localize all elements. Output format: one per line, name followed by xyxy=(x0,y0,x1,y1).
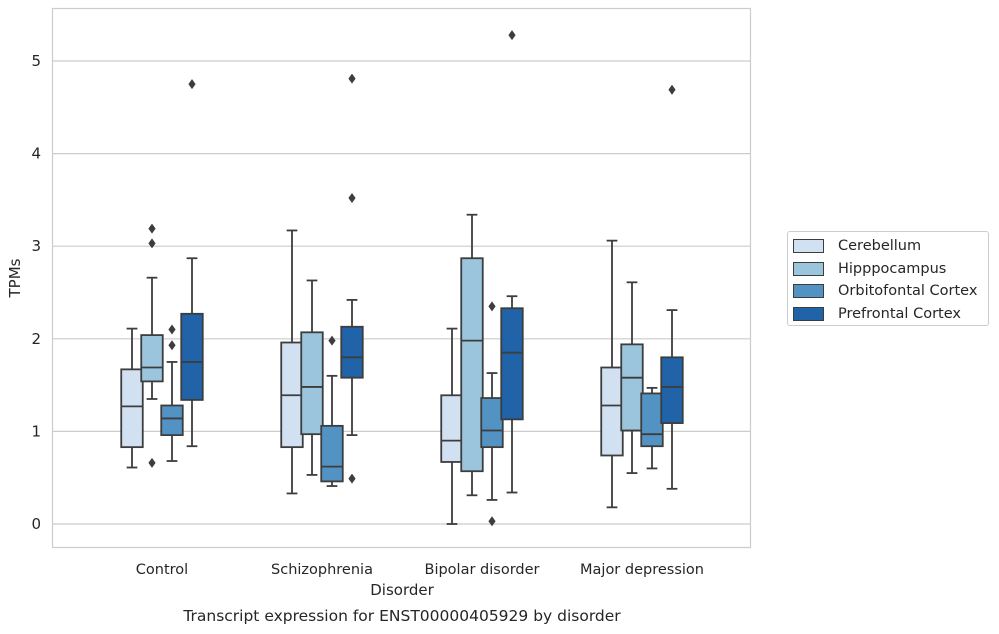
box-cerebellum xyxy=(280,229,304,495)
iqr-box xyxy=(480,397,504,449)
box-hipppocampus xyxy=(460,213,484,497)
box-prefrontal-cortex xyxy=(180,79,204,448)
outlier-point xyxy=(348,193,356,204)
legend-item-orbitofrontal-cortex: Orbitofontal Cortex xyxy=(793,280,988,303)
y-axis-label: TPMs xyxy=(6,258,24,298)
box-prefrontal-cortex xyxy=(340,73,364,484)
iqr-box xyxy=(660,356,684,424)
legend-swatch xyxy=(793,306,824,321)
legend-item-prefrontal-cortex: Prefrontal Cortex xyxy=(793,303,988,326)
outlier-point xyxy=(148,238,156,249)
iqr-box xyxy=(160,404,184,437)
x-tick-label: Control xyxy=(136,562,188,578)
iqr-box xyxy=(180,312,204,401)
y-tick-label: 0 xyxy=(31,515,41,533)
iqr-box xyxy=(140,334,164,383)
y-tick-label: 5 xyxy=(31,52,41,70)
iqr-box xyxy=(320,424,344,483)
box-hipppocampus xyxy=(300,279,324,476)
plot-area-frame xyxy=(51,7,752,549)
box-orbitofontal-cortex xyxy=(480,301,504,527)
iqr-box xyxy=(120,368,144,449)
y-tick-label: 3 xyxy=(31,237,41,255)
iqr-box xyxy=(460,257,484,473)
legend-label: Cerebellum xyxy=(838,238,922,254)
outlier-point xyxy=(328,335,336,346)
x-tick-labels: Control Schizophrenia Bipolar disorder Majo… xyxy=(136,562,704,578)
outlier-point xyxy=(148,223,156,234)
legend-swatch xyxy=(793,261,824,276)
iqr-box xyxy=(620,343,644,432)
y-tick-label: 4 xyxy=(31,145,41,163)
box-prefrontal-cortex xyxy=(500,30,524,494)
legend-item-hippocampus: Hipppocampus xyxy=(793,258,988,281)
box-hipppocampus xyxy=(620,281,644,474)
outlier-point xyxy=(188,79,196,90)
y-tick-label: 1 xyxy=(31,422,41,440)
legend-item-cerebellum: Cerebellum xyxy=(793,235,988,258)
iqr-box xyxy=(340,325,364,379)
iqr-box xyxy=(600,366,624,457)
iqr-box xyxy=(500,307,524,421)
box-prefrontal-cortex xyxy=(660,84,684,490)
legend-swatch xyxy=(793,239,824,254)
outlier-point xyxy=(668,84,676,95)
box-cerebellum xyxy=(600,239,624,509)
box-cerebellum xyxy=(440,327,464,525)
y-tick-labels: 0 1 2 3 4 5 xyxy=(31,52,41,533)
x-tick-label: Schizophrenia xyxy=(271,562,373,578)
legend-label: Prefrontal Cortex xyxy=(838,305,961,322)
outlier-point xyxy=(488,301,496,312)
box-orbitofontal-cortex xyxy=(160,324,184,462)
box-hipppocampus xyxy=(140,223,164,468)
outlier-point xyxy=(508,30,516,41)
gridlines xyxy=(52,60,751,525)
iqr-box xyxy=(640,392,664,448)
iqr-box xyxy=(300,331,324,436)
y-tick-label: 2 xyxy=(31,330,41,348)
legend: Cerebellum Hipppocampus Orbitofontal Cor… xyxy=(787,231,989,326)
outlier-point xyxy=(348,473,356,484)
x-axis-label: Disorder xyxy=(370,581,434,599)
legend-swatch xyxy=(793,284,824,299)
box-series-layer xyxy=(120,30,684,527)
box-cerebellum xyxy=(120,327,144,469)
legend-label: Orbitofontal Cortex xyxy=(838,283,978,299)
x-tick-label: Bipolar disorder xyxy=(425,562,540,578)
outlier-point xyxy=(348,73,356,84)
chart-title: Transcript expression for ENST0000040592… xyxy=(182,607,621,625)
outlier-point xyxy=(168,340,176,351)
box-orbitofontal-cortex xyxy=(320,335,344,487)
outlier-point xyxy=(168,324,176,335)
x-tick-label: Major depression xyxy=(580,562,704,578)
box-orbitofontal-cortex xyxy=(640,386,664,470)
outlier-point xyxy=(488,516,496,527)
outlier-point xyxy=(148,457,156,468)
iqr-box xyxy=(440,394,464,463)
legend-label: Hipppocampus xyxy=(838,260,947,277)
